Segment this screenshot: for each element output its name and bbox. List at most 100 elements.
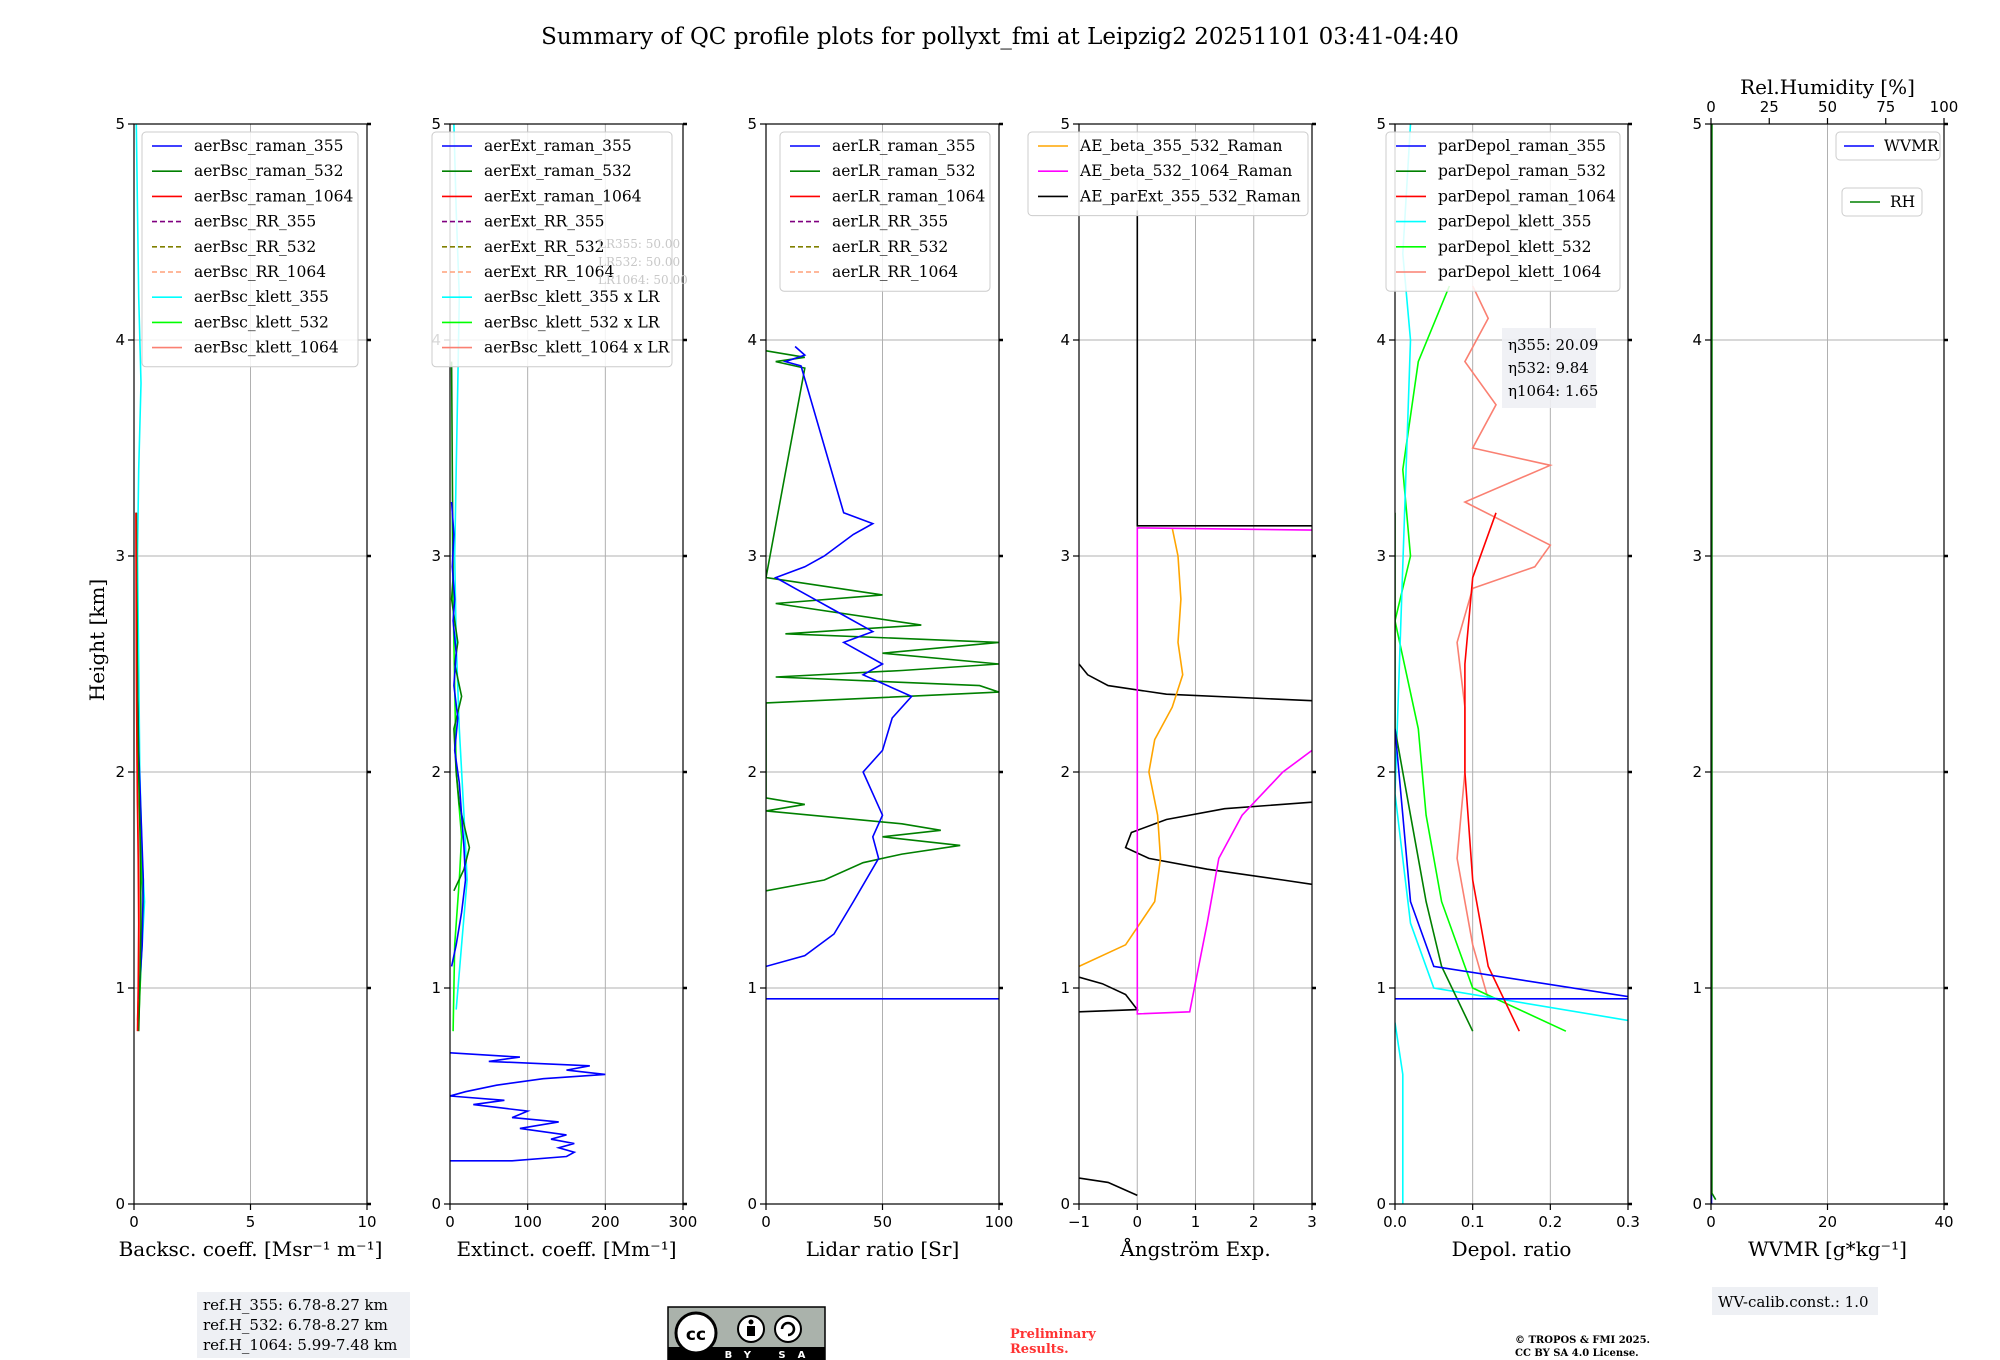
legend: aerLR_raman_355 aerLR_raman_532 aerLR_rama… [779, 131, 991, 292]
lr-faded-label: LR355: 50.00 [598, 237, 680, 251]
legend-RH: RH [1841, 187, 1923, 217]
series-group [1079, 210, 1312, 1197]
series-line-AE_beta_355_532_Raman [1079, 527, 1184, 968]
y-tick-label: 1 [431, 979, 441, 997]
series-line-aerBsc_raman_1064 [135, 512, 140, 1032]
series-line-parDepol_raman_1064 [1464, 512, 1521, 1032]
legend: AE_beta_355_532_Raman AE_beta_532_1064_Ra… [1027, 131, 1309, 217]
y-tick-label: 1 [1692, 979, 1702, 997]
top-x-tick-label: 75 [1876, 98, 1895, 116]
legend-label: aerBsc_klett_355 x LR [484, 288, 661, 306]
y-tick-label: 4 [1376, 331, 1386, 349]
y-tick-label: 3 [747, 547, 757, 565]
legend-label: parDepol_raman_355 [1438, 137, 1606, 155]
y-tick-label: 2 [431, 763, 441, 781]
legend-label: aerBsc_raman_355 [194, 137, 344, 155]
panel-6: 0 20 40 0 1 2 3 4 5 WVMR [g*kg⁻¹] 0 25 50 75 100 Rel.Hu… [1692, 75, 1958, 1315]
y-tick-label: 2 [1060, 763, 1070, 781]
x-tick-label: 5 [246, 1213, 256, 1231]
y-tick-label: 5 [115, 115, 125, 133]
y-tick-label: 2 [1376, 763, 1386, 781]
y-tick-label: 5 [1060, 115, 1070, 133]
ref-height-box: ref.H_355: 6.78-8.27 km ref.H_532: 6.78-8… [197, 1292, 410, 1358]
x-axis-label: WVMR [g*kg⁻¹] [1748, 1237, 1907, 1261]
legend-label: aerExt_RR_1064 [484, 263, 615, 281]
x-axis-label: Extinct. coeff. [Mm⁻¹] [456, 1237, 676, 1261]
series-line-aerExt_raman_355 [450, 501, 467, 967]
legend-label: aerBsc_klett_532 x LR [484, 313, 661, 331]
preliminary-note: Preliminary Results. [1010, 1327, 1096, 1357]
figure-title: Summary of QC profile plots for pollyxt_… [541, 24, 1459, 50]
lr-faded-label: LR1064: 50.00 [598, 273, 688, 287]
series-line-aerExt_raman_355_low [450, 1052, 606, 1162]
legend-label: AE_beta_532_1064_Raman [1079, 162, 1292, 180]
series-line-parDepol_raman_532 [1395, 512, 1474, 1032]
y-axis-label: Height [km] [85, 579, 109, 701]
y-tick-label: 0 [115, 1195, 125, 1213]
x-tick-label: 0.3 [1616, 1213, 1640, 1231]
series-line-AE_parExt_355_532_Raman_bottom [1079, 1177, 1138, 1197]
legend-label: aerBsc_klett_532 [194, 313, 329, 331]
panel-5: 0.0 0.1 0.2 0.3 0 1 2 3 4 5 Depol. ratio parDepol_r… [1376, 115, 1639, 1261]
legend-label: parDepol_klett_355 [1438, 213, 1591, 231]
legend-label: aerLR_raman_355 [832, 137, 975, 155]
x-tick-label: 0.2 [1538, 1213, 1562, 1231]
eta-text: η355: 20.09 [1508, 336, 1598, 354]
x-tick-label: 200 [591, 1213, 620, 1231]
series-line-AE_parExt_355_532_Raman_mid [1079, 663, 1312, 702]
x-tick-label: 0 [129, 1213, 139, 1231]
y-tick-label: 1 [747, 979, 757, 997]
series-line-aerLR_raman_355 [766, 345, 913, 968]
eta-text: η532: 9.84 [1508, 359, 1589, 377]
legend-label: aerLR_raman_1064 [832, 187, 985, 205]
top-x-tick-label: 100 [1930, 98, 1959, 116]
top-x-axis-label: Rel.Humidity [%] [1740, 75, 1915, 99]
y-tick-label: 0 [747, 1195, 757, 1213]
top-x-tick-label: 25 [1760, 98, 1779, 116]
legend-label: parDepol_klett_1064 [1438, 263, 1601, 281]
cc-license-badge: cc BY SA [667, 1306, 826, 1360]
legend-label: aerExt_RR_532 [484, 238, 605, 256]
y-tick-label: 4 [1060, 331, 1070, 349]
x-tick-label: 300 [669, 1213, 698, 1231]
ref-height-text: ref.H_355: 6.78-8.27 km [203, 1296, 388, 1314]
top-x-tick-label: 0 [1706, 98, 1716, 116]
x-tick-label: 100 [513, 1213, 542, 1231]
cc-badge-text: BY SA [725, 1350, 818, 1360]
axes-frame [449, 123, 684, 1205]
panel-2: 0100200300012345Extinct. coeff. [Mm⁻¹]ae… [431, 115, 697, 1261]
x-tick-label: 40 [1934, 1213, 1953, 1231]
legend-label: aerBsc_raman_532 [194, 162, 344, 180]
x-tick-label: 2 [1249, 1213, 1259, 1231]
x-tick-label: −1 [1068, 1213, 1090, 1231]
legend-label: parDepol_raman_532 [1438, 162, 1606, 180]
x-tick-label: 0 [445, 1213, 455, 1231]
legend-label: parDepol_raman_1064 [1438, 187, 1616, 205]
series-group [1711, 124, 1717, 1204]
series-line-parDepol_klett_355_low [1395, 1022, 1404, 1204]
legend-label: aerLR_RR_1064 [832, 263, 958, 281]
wv-calib-box: WV-calib.const.: 1.0 [1712, 1287, 1878, 1315]
series-group [135, 124, 146, 1032]
x-tick-label: 10 [357, 1213, 376, 1231]
legend-label: aerExt_raman_1064 [484, 187, 642, 205]
gridlines [1710, 123, 1945, 1205]
x-tick-label: 0.1 [1461, 1213, 1485, 1231]
top-x-tick-label: 50 [1818, 98, 1837, 116]
wv-calib-text: WV-calib.const.: 1.0 [1718, 1293, 1869, 1311]
y-tick-label: 3 [431, 547, 441, 565]
y-tick-label: 5 [1692, 115, 1702, 133]
y-tick-label: 4 [115, 331, 125, 349]
series-line-parDepol_klett_532 [1395, 285, 1567, 1032]
y-tick-label: 3 [1376, 547, 1386, 565]
legend-label: WVMR [1884, 137, 1940, 155]
y-tick-label: 0 [1692, 1195, 1702, 1213]
legend-label: aerBsc_klett_355 [194, 288, 329, 306]
panel-3: 0 50 100 0 1 2 3 4 5 Lidar ratio [Sr] aerLR_raman_… [747, 115, 1013, 1261]
legend-label: aerBsc_RR_532 [194, 238, 316, 256]
y-tick-label: 5 [431, 115, 441, 133]
legend: parDepol_raman_355 parDepol_raman_532 parD… [1385, 131, 1621, 292]
legend-label: aerBsc_RR_1064 [194, 263, 326, 281]
